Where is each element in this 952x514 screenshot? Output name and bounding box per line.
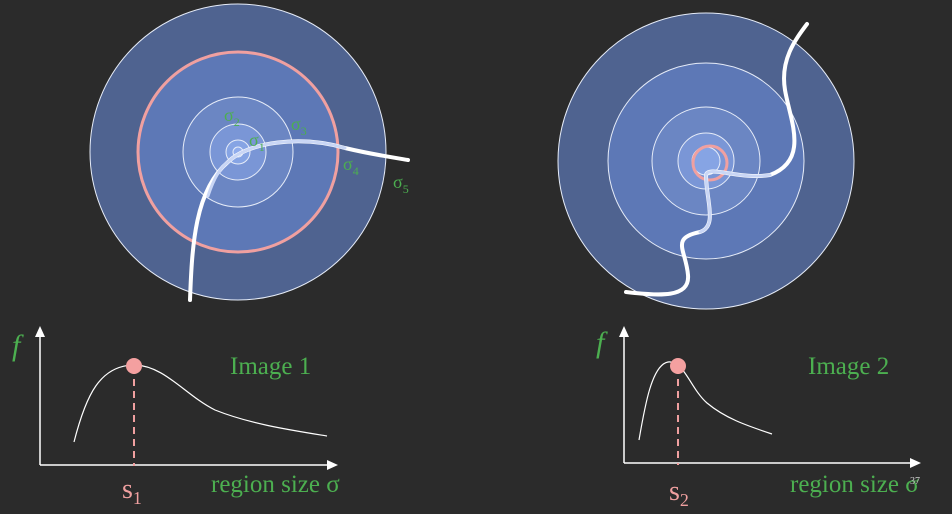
x-axis-label: region size σ	[790, 471, 919, 498]
x-axis-label: region size σ	[211, 471, 340, 498]
right-concentric-regions	[557, 12, 855, 310]
y-axis-arrowhead	[35, 326, 45, 337]
sigma4-label: σ4	[343, 154, 359, 178]
right-boundary-curve-inner	[698, 170, 772, 234]
peak-marker	[670, 358, 686, 374]
response-curve	[638, 361, 773, 441]
left-concentric-regions	[89, 3, 387, 301]
left-response-plot: f Image 1 region size σ s1	[12, 326, 340, 508]
peak-scale-label: s2	[669, 476, 689, 510]
response-curve	[73, 364, 328, 443]
x-axis-arrowhead	[910, 458, 921, 468]
sigma3-label: σ3	[291, 114, 307, 138]
f-axis-label: f	[596, 326, 608, 359]
selected-scale-ring	[691, 144, 729, 182]
image-label: Image 1	[230, 353, 311, 380]
sigma2-label: σ2	[224, 105, 240, 129]
f-axis-label: f	[12, 329, 24, 362]
peak-marker	[126, 358, 142, 374]
right-response-plot: f Image 2 region size σ s2	[596, 326, 921, 510]
x-axis-arrowhead	[327, 460, 338, 470]
sigma1-label: σ1	[249, 130, 265, 154]
sigma5-label: σ5	[393, 172, 409, 196]
image-label: Image 2	[808, 353, 889, 380]
page-number: 37	[910, 476, 920, 487]
left-boundary-curve-inner	[206, 139, 347, 198]
y-axis-arrowhead	[619, 326, 629, 337]
peak-scale-label: s1	[122, 474, 142, 508]
selected-scale-ring	[136, 50, 340, 254]
